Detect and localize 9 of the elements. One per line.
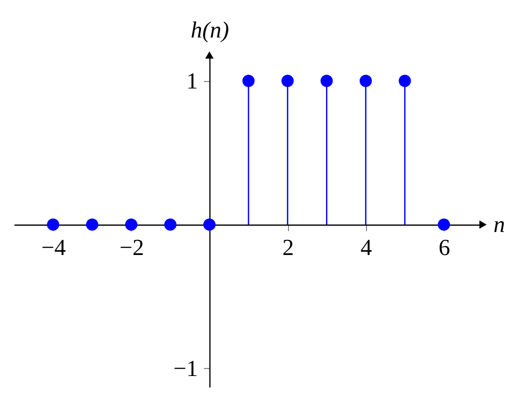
x-tick-label: 4 xyxy=(360,235,372,260)
x-axis-title: n xyxy=(494,212,505,238)
x-tick-label: 6 xyxy=(438,235,450,260)
y-axis-title: h(n) xyxy=(190,18,230,42)
x-tick-label: −4 xyxy=(41,235,66,260)
y-tick-label: −1 xyxy=(173,356,198,381)
y-tick-label: 1 xyxy=(186,68,198,94)
x-tick-label: −2 xyxy=(120,235,144,260)
x-tick-label: 2 xyxy=(282,235,294,260)
